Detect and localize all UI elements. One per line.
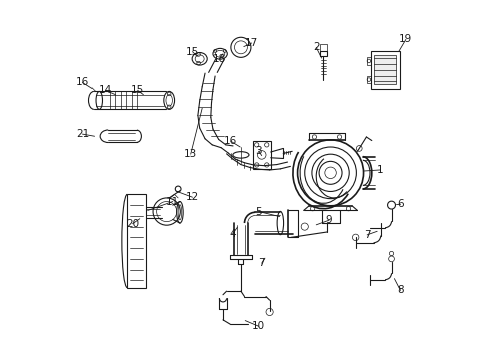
Text: 4: 4 <box>229 229 236 239</box>
Text: 3: 3 <box>255 146 262 156</box>
Text: 21: 21 <box>76 129 89 139</box>
Text: 8: 8 <box>396 285 403 296</box>
Text: 5: 5 <box>255 207 262 217</box>
Text: 6: 6 <box>396 199 403 210</box>
Text: 2: 2 <box>312 42 319 52</box>
Text: 13: 13 <box>183 149 197 159</box>
Text: 18: 18 <box>212 54 225 64</box>
Text: 15: 15 <box>185 46 199 57</box>
Text: 1: 1 <box>376 165 383 175</box>
Polygon shape <box>373 55 395 84</box>
Text: 7: 7 <box>258 258 264 268</box>
Text: 20: 20 <box>126 219 139 229</box>
Text: 16: 16 <box>224 136 237 146</box>
Text: 7: 7 <box>363 230 370 240</box>
Text: 17: 17 <box>244 38 258 48</box>
Text: 15: 15 <box>131 85 144 95</box>
Text: 16: 16 <box>76 77 89 87</box>
Text: 14: 14 <box>99 85 112 95</box>
Text: 9: 9 <box>325 215 332 225</box>
Text: 19: 19 <box>398 35 412 44</box>
Text: 11: 11 <box>166 197 179 207</box>
Text: 10: 10 <box>252 321 265 331</box>
Text: 12: 12 <box>185 192 199 202</box>
